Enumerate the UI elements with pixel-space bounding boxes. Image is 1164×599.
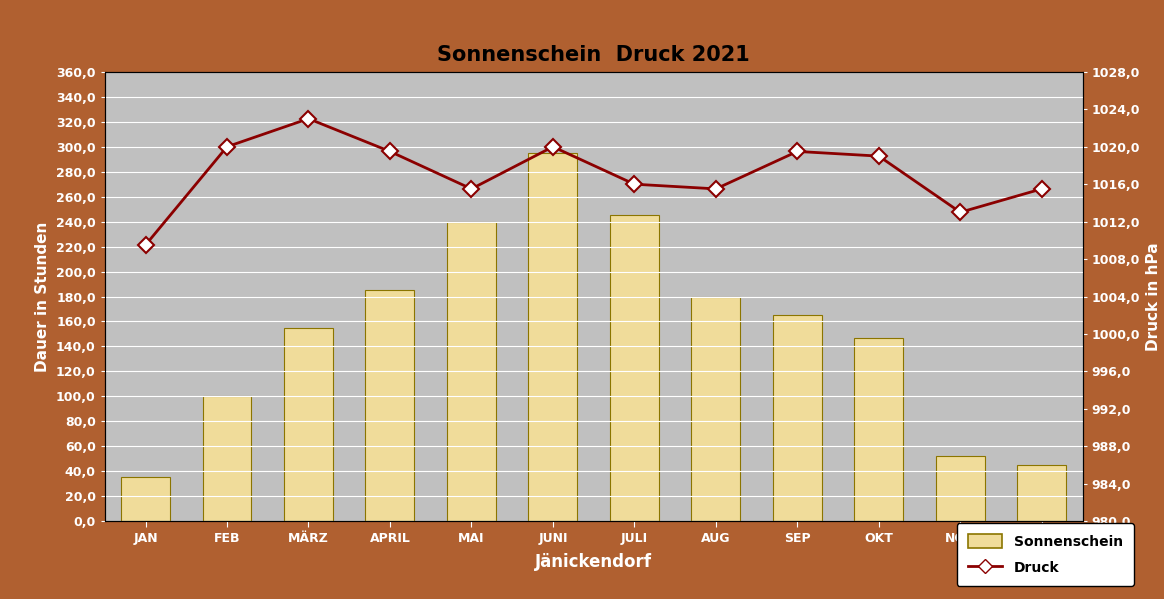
- Y-axis label: Dauer in Stunden: Dauer in Stunden: [35, 221, 50, 372]
- Bar: [365, 291, 414, 521]
- X-axis label: Jänickendorf: Jänickendorf: [535, 553, 652, 571]
- Y-axis label: Druck in hPa: Druck in hPa: [1145, 242, 1161, 351]
- Bar: [447, 222, 496, 521]
- Bar: [121, 477, 170, 521]
- Bar: [610, 216, 659, 521]
- Bar: [936, 456, 985, 521]
- Bar: [528, 153, 577, 521]
- Bar: [773, 315, 822, 521]
- Bar: [691, 297, 740, 521]
- Legend: Sonnenschein, Druck: Sonnenschein, Druck: [957, 523, 1134, 586]
- Bar: [1017, 465, 1066, 521]
- Title: Sonnenschein  Druck 2021: Sonnenschein Druck 2021: [438, 45, 750, 65]
- Bar: [854, 338, 903, 521]
- Bar: [203, 397, 251, 521]
- Bar: [284, 328, 333, 521]
